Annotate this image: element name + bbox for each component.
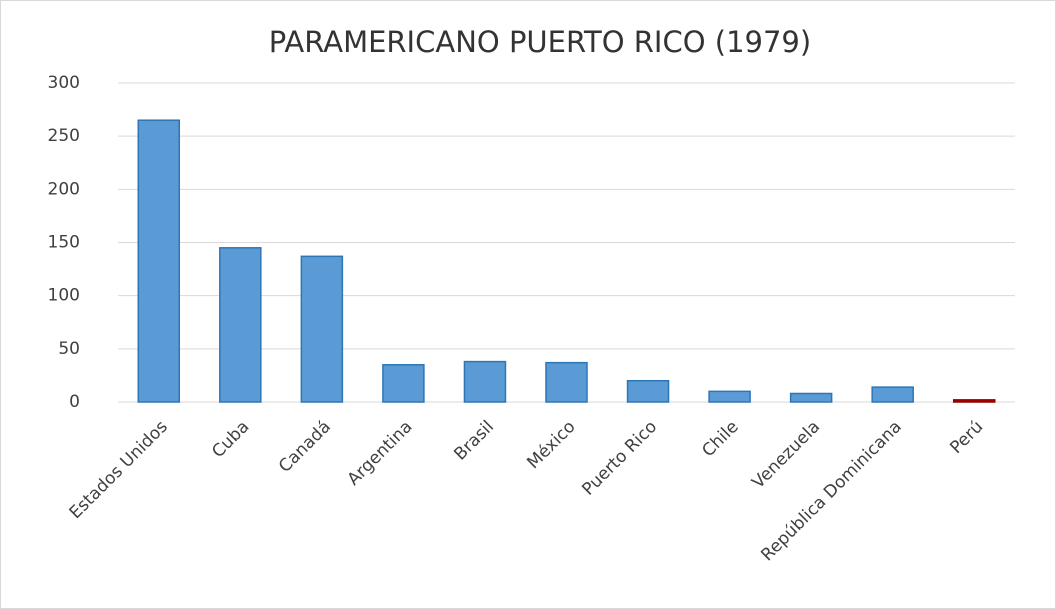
bar: [708, 390, 751, 403]
bar: [463, 360, 507, 403]
bar: [789, 392, 833, 403]
y-tick-label: 100: [48, 286, 80, 306]
bar: [545, 361, 588, 403]
bar: [871, 386, 914, 403]
y-tick-label: 300: [48, 73, 80, 93]
bar: [137, 119, 181, 403]
y-tick-label: 150: [48, 233, 80, 253]
bar: [300, 255, 344, 403]
bar: [626, 379, 670, 403]
y-tick-label: 50: [58, 339, 80, 359]
y-tick-label: 0: [69, 392, 80, 412]
bar: [219, 247, 262, 403]
y-tick-label: 200: [48, 179, 80, 199]
y-tick-label: 250: [48, 126, 80, 146]
bar: [382, 364, 425, 403]
chart-title: PARAMERICANO PUERTO RICO (1979): [269, 25, 811, 59]
bar: [952, 399, 996, 403]
